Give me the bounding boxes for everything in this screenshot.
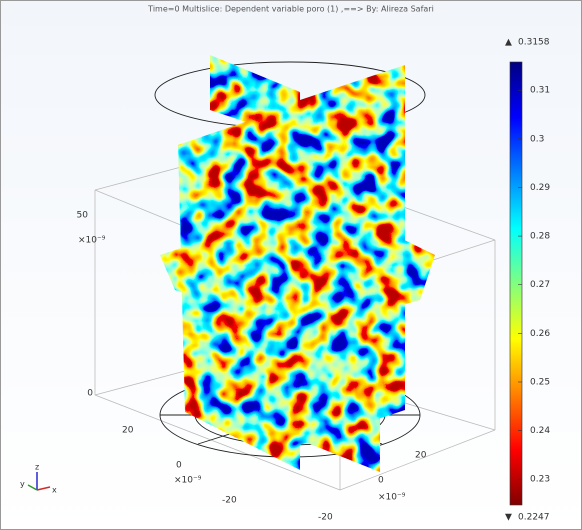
triad-label: y (20, 480, 25, 489)
colorbar-tick-label: 0.3 (530, 134, 544, 144)
colorbar (509, 61, 523, 506)
colorbar-min: 0.2247 (518, 513, 550, 523)
chart-title: Time=0 Multislice: Dependent variable po… (147, 5, 434, 14)
colorbar-tick-label: 0.29 (530, 183, 550, 193)
triad (27, 472, 51, 491)
x-tick-label: 0 (378, 476, 384, 486)
colorbar-max-arrow: ▲ (505, 38, 512, 48)
colorbar-max: 0.3158 (518, 38, 550, 48)
colorbar-tick-label: 0.26 (530, 329, 550, 339)
colorbar-tick-label: 0.24 (530, 426, 550, 436)
colorbar-tick-label: 0.31 (530, 86, 550, 96)
colorbar-tick-label: 0.25 (530, 377, 550, 387)
y-tick-label: 20 (122, 426, 134, 436)
y-tick-label: -20 (222, 496, 237, 506)
x-exponent: ×10⁻⁹ (378, 493, 406, 503)
y-exponent: ×10⁻⁹ (174, 476, 202, 486)
triad-label: x (52, 486, 57, 495)
z-exponent: ×10⁻⁹ (78, 236, 106, 246)
colorbar-tick-label: 0.23 (530, 475, 550, 485)
triad-label: z (35, 463, 39, 472)
slices (160, 55, 435, 472)
y-tick-label: 0 (176, 461, 182, 471)
colorbar-tick-label: 0.28 (530, 232, 550, 242)
z-tick-label: 0 (87, 389, 93, 399)
x-tick-label: 20 (415, 451, 427, 461)
colorbar-min-arrow: ▼ (505, 513, 512, 523)
x-tick-label: -20 (318, 513, 333, 523)
z-tick-label: 50 (77, 211, 89, 221)
colorbar-tick-label: 0.27 (530, 280, 550, 290)
